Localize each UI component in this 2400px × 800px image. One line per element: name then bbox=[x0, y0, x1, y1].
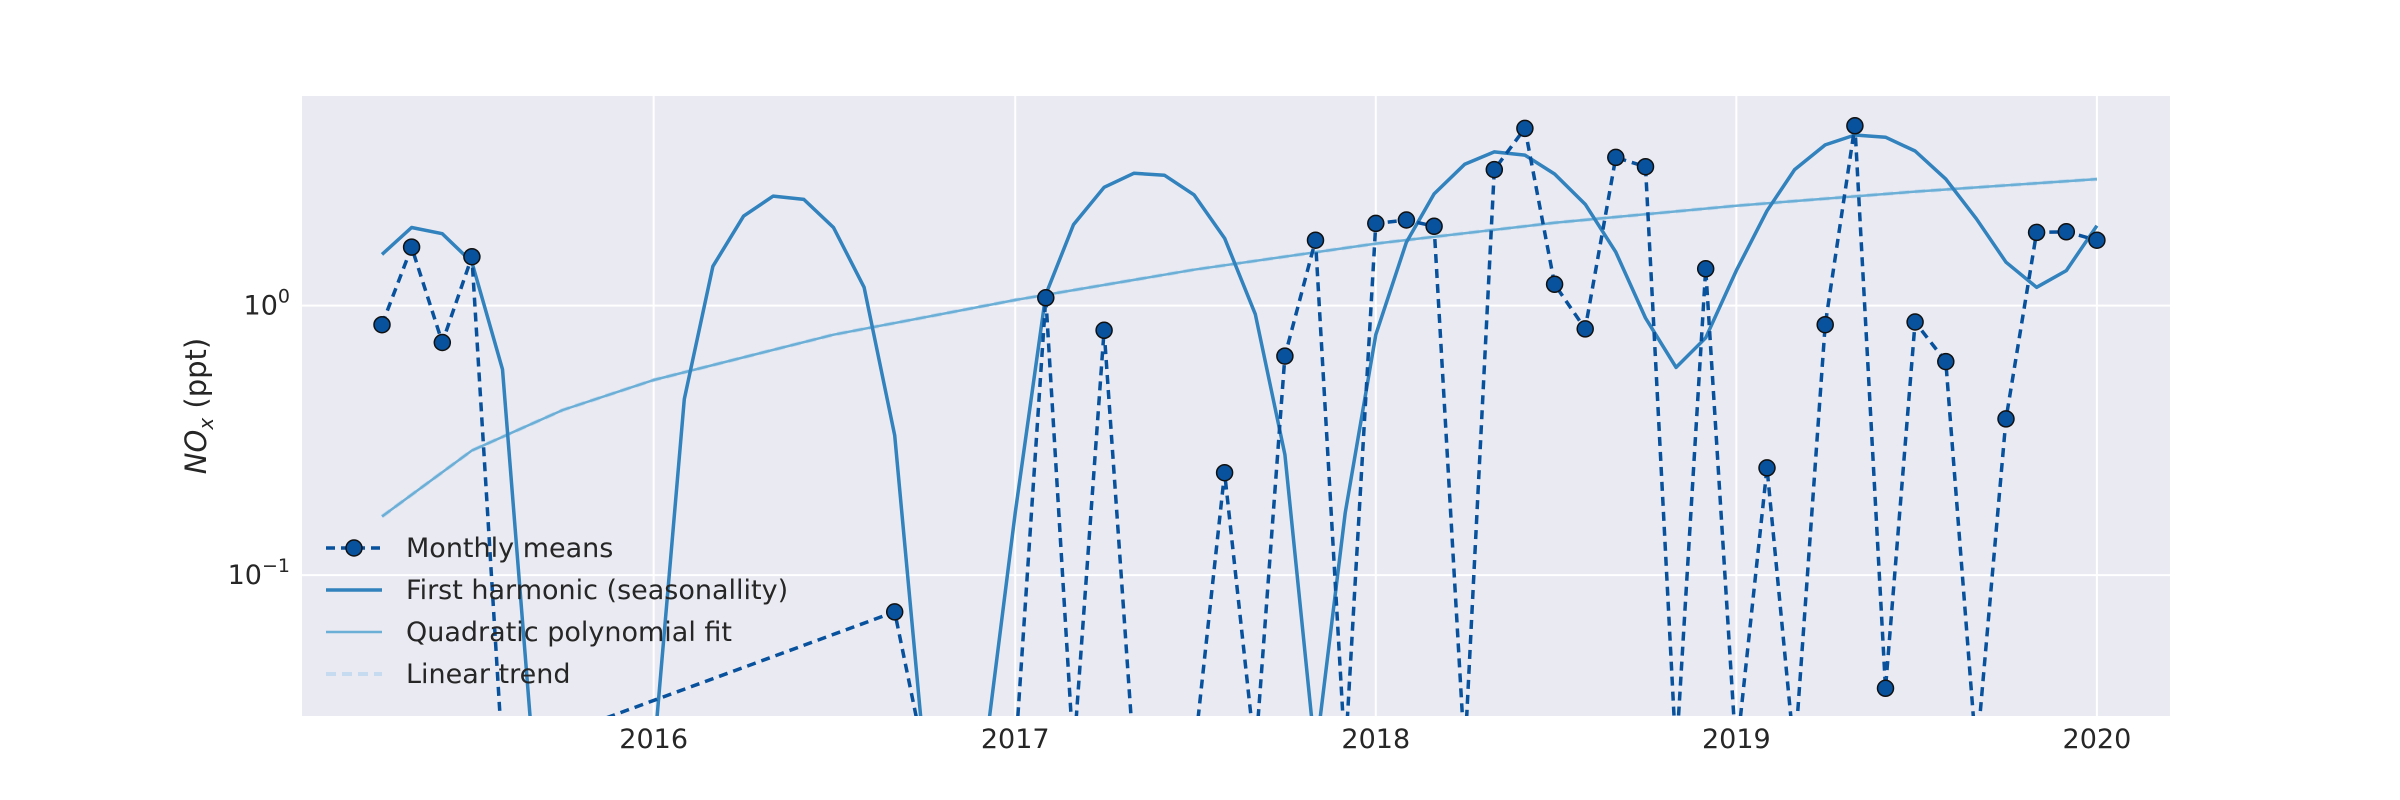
monthly-mean-point bbox=[1696, 260, 1715, 278]
monthly-mean-point bbox=[1485, 160, 1504, 179]
x-tick-label: 2017 bbox=[981, 724, 1050, 755]
legend-label: Linear trend bbox=[406, 659, 570, 690]
y-axis-label-unit: (ppt) bbox=[179, 338, 213, 418]
monthly-mean-point bbox=[1095, 321, 1113, 340]
monthly-mean-point bbox=[1876, 679, 1895, 698]
monthly-mean-point bbox=[1997, 410, 2015, 428]
monthly-mean-point bbox=[1636, 157, 1655, 176]
y-axis-label-sub: x bbox=[194, 418, 218, 431]
monthly-mean-point bbox=[463, 247, 481, 266]
series-layer bbox=[380, 124, 2099, 716]
x-tick-label: 2016 bbox=[619, 724, 688, 755]
monthly-mean-point bbox=[373, 315, 391, 334]
monthly-mean-point bbox=[402, 238, 421, 256]
y-axis-ticks: 100 10−1 bbox=[228, 286, 290, 591]
x-axis-ticks: 2016 2017 2018 2019 2020 bbox=[619, 724, 2131, 755]
monthly-mean-point bbox=[1906, 313, 1924, 331]
legend-label: Monthly means bbox=[406, 533, 613, 564]
markers-layer bbox=[373, 117, 2106, 698]
harmonic-line bbox=[380, 133, 2099, 716]
monthly-mean-point bbox=[1037, 289, 1055, 307]
legend-label: First harmonic (seasonallity) bbox=[406, 575, 788, 606]
monthly-mean-point bbox=[1306, 231, 1325, 249]
legend-label: Quadratic polynomial fit bbox=[406, 617, 732, 648]
y-axis-label: NOx (ppt) bbox=[179, 338, 218, 474]
monthly-mean-point bbox=[1846, 117, 1864, 135]
x-tick-label: 2019 bbox=[1702, 724, 1771, 755]
x-tick-label: 2018 bbox=[1341, 724, 1410, 755]
monthly-mean-point bbox=[1367, 214, 1385, 233]
legend-marker bbox=[345, 539, 363, 557]
monthly-mean-point bbox=[1215, 463, 1234, 482]
y-axis-label-main: NO bbox=[179, 430, 213, 475]
monthly-mean-point bbox=[885, 603, 904, 621]
monthly-mean-point bbox=[1576, 320, 1594, 338]
y-tick-label: 100 bbox=[244, 286, 290, 322]
monthly-mean-point bbox=[1516, 119, 1534, 138]
monthly-mean-point bbox=[1276, 347, 1294, 365]
quadratic-fit-line bbox=[381, 177, 2097, 518]
monthly-mean-point bbox=[1397, 211, 1416, 229]
monthly-mean-point bbox=[1545, 275, 1564, 294]
monthly-mean-point bbox=[1816, 315, 1834, 334]
monthly-mean-point bbox=[2057, 223, 2076, 241]
monthly-mean-point bbox=[2027, 223, 2046, 242]
monthly-mean-point bbox=[1937, 352, 1955, 371]
monthly-mean-point bbox=[1607, 148, 1625, 167]
monthly-mean-point bbox=[2088, 231, 2106, 249]
monthly-mean-point bbox=[433, 333, 452, 352]
x-tick-label: 2020 bbox=[2063, 724, 2132, 755]
monthly-mean-point bbox=[1425, 217, 1443, 236]
legend: Monthly means First harmonic (seasonallit… bbox=[326, 533, 788, 690]
monthly-mean-point bbox=[1758, 459, 1776, 477]
y-tick-label: 10−1 bbox=[228, 555, 290, 591]
